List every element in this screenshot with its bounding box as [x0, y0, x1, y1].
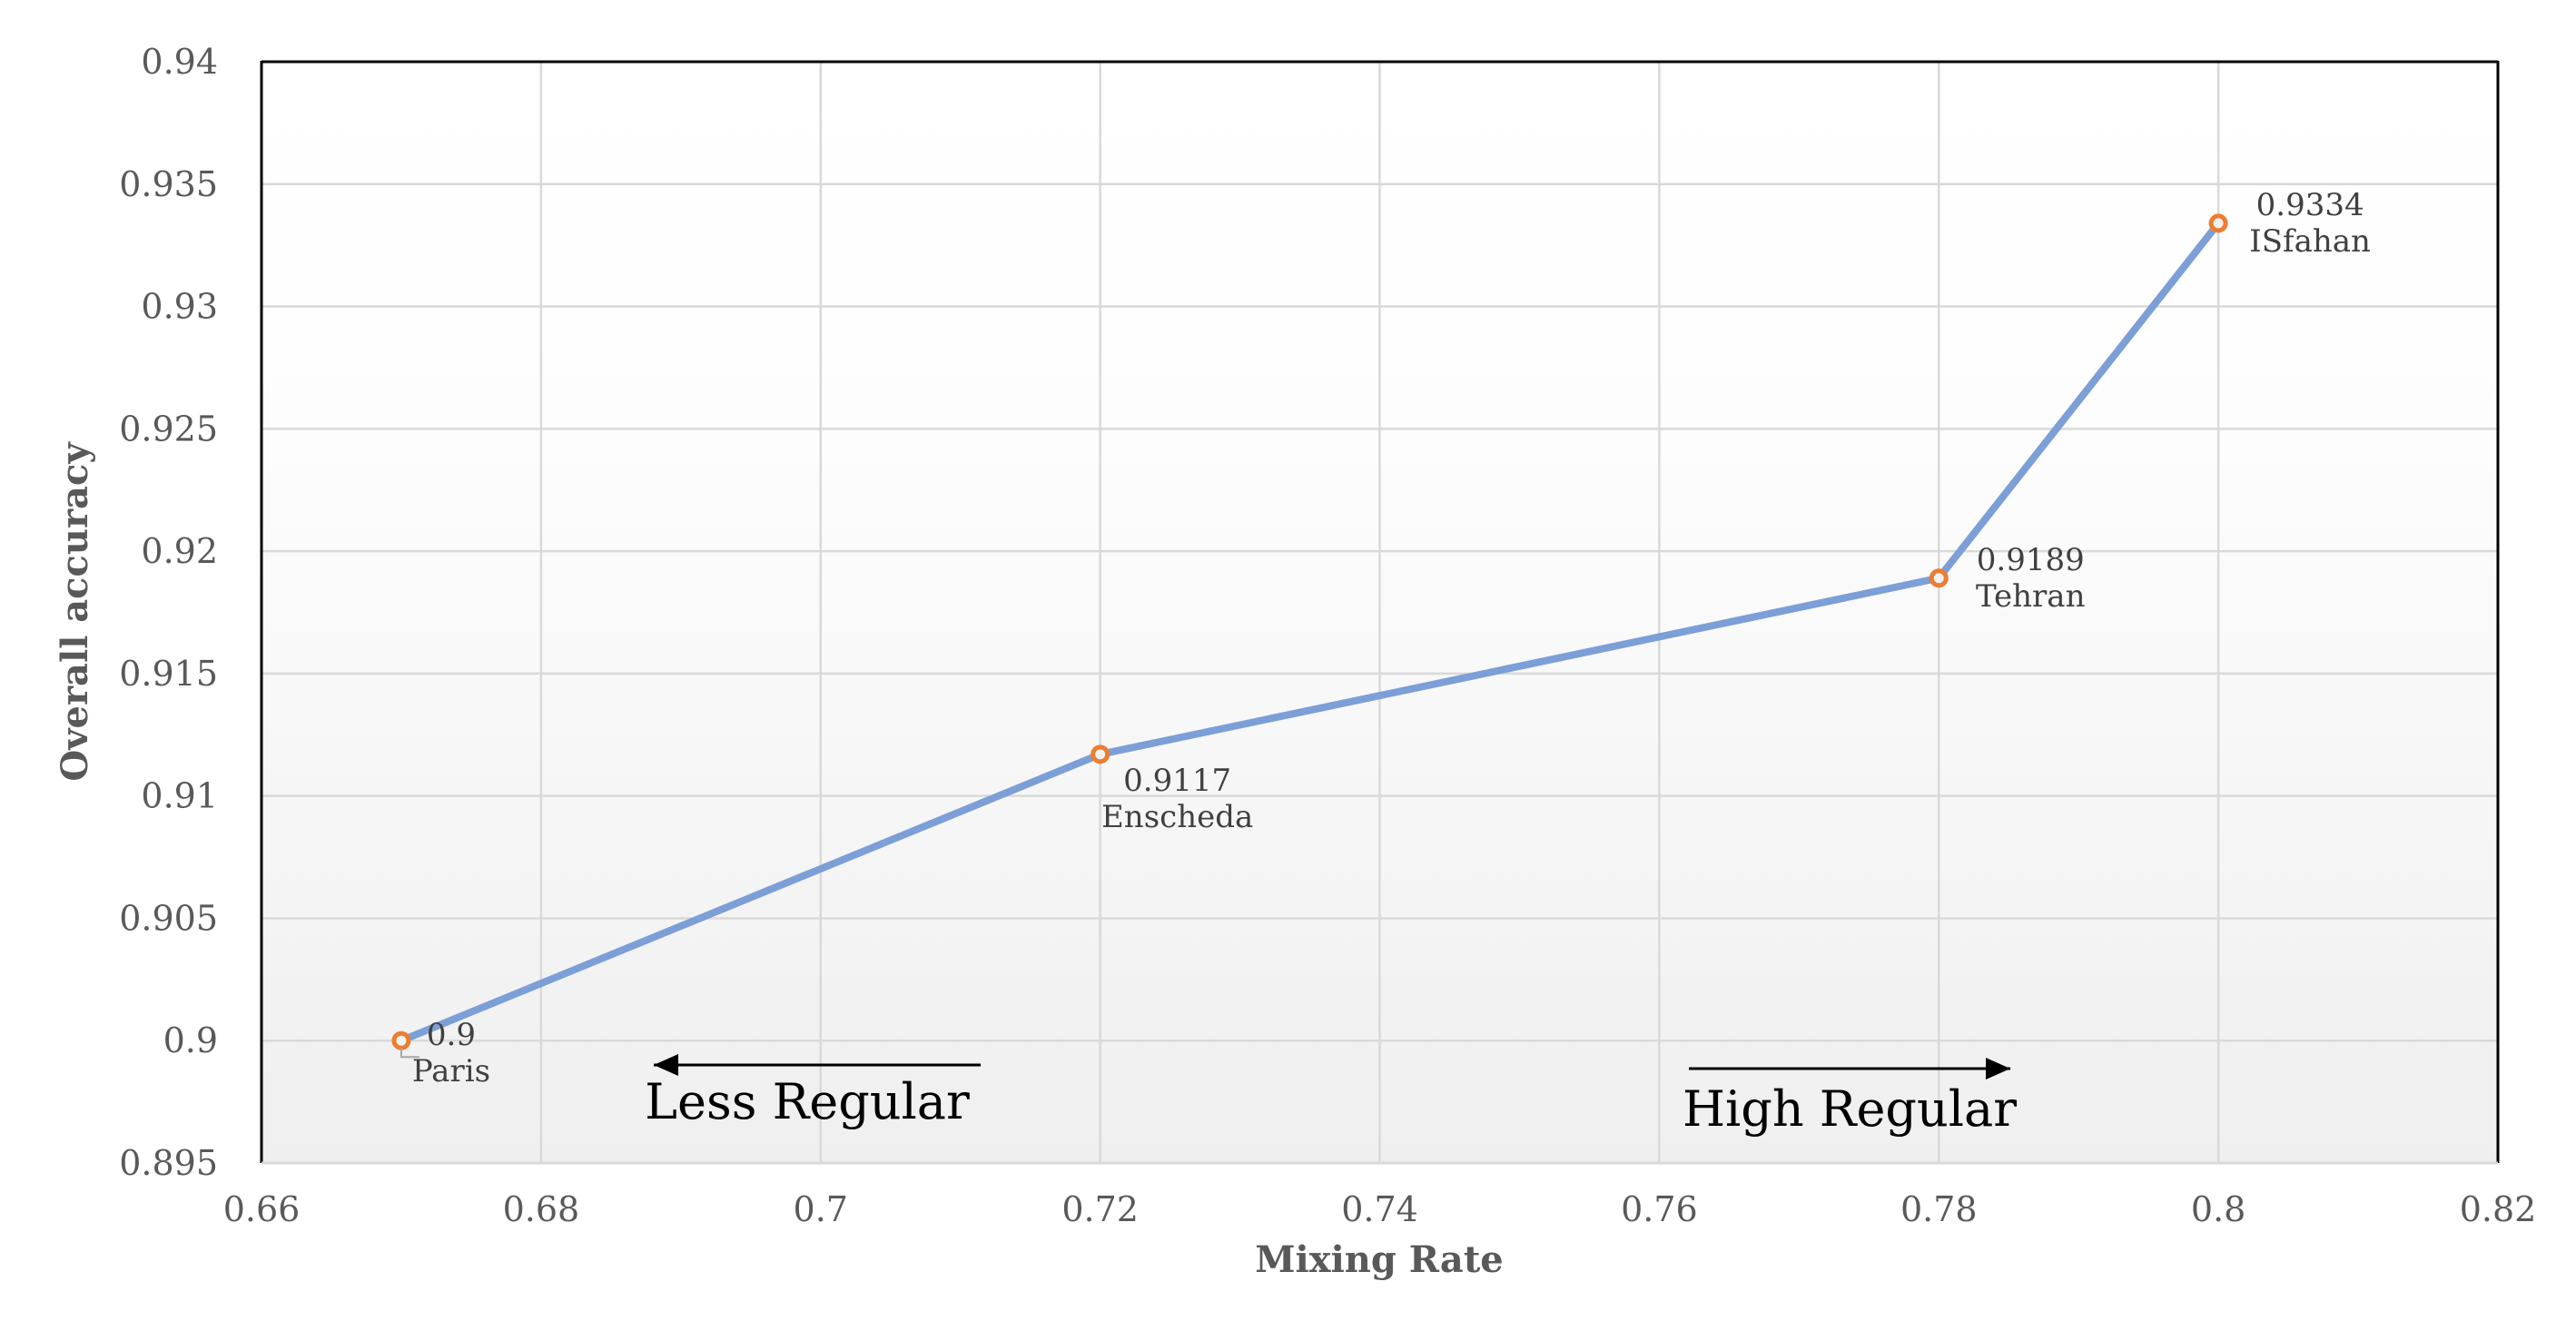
y-tick-label: 0.905	[119, 898, 218, 938]
x-tick-label: 0.66	[223, 1189, 301, 1229]
x-tick-label: 0.78	[1900, 1189, 1978, 1229]
y-tick-label: 0.93	[141, 287, 218, 327]
data-value-label: 0.9	[427, 1017, 476, 1053]
x-tick-label: 0.8	[2191, 1189, 2245, 1229]
data-point-name-label: ISfahan	[2249, 223, 2371, 260]
y-tick-label: 0.935	[119, 164, 218, 204]
label-leader-line	[400, 1048, 419, 1059]
y-tick-label: 0.94	[141, 42, 218, 82]
y-axis-title: Overall accuracy	[54, 441, 96, 782]
data-value-label: 0.9334	[2256, 187, 2364, 223]
axes	[260, 60, 2500, 1165]
data-point-name-label: Enscheda	[1101, 799, 1253, 835]
y-tick-label: 0.895	[119, 1143, 218, 1183]
data-point-name-label: Paris	[412, 1053, 490, 1089]
y-tick-label: 0.9	[163, 1020, 218, 1060]
x-tick-label: 0.68	[503, 1189, 580, 1229]
data-point-marker	[2208, 213, 2228, 233]
x-tick-label: 0.7	[794, 1189, 848, 1229]
data-value-label: 0.9117	[1123, 763, 1231, 799]
data-point-marker	[391, 1030, 411, 1050]
grid-lines	[262, 60, 2498, 1163]
tick-labels: 0.66 0.68 0.7 0.72 0.74 0.76 0.78 0.8 0.82 0.895 0…	[119, 42, 2536, 1229]
data-value-label: 0.9189	[1977, 542, 2085, 578]
x-tick-label: 0.72	[1061, 1189, 1139, 1229]
data-point-name-label: Tehran	[1976, 578, 2085, 615]
data-point-marker	[1091, 744, 1110, 764]
data-point-marker	[1929, 568, 1949, 588]
less-regular-label: Less Regular	[645, 1073, 970, 1130]
annotations: Less Regular High Regular	[645, 1054, 2017, 1138]
x-tick-label: 0.74	[1341, 1189, 1418, 1229]
y-tick-label: 0.92	[141, 531, 218, 571]
x-tick-label: 0.82	[2460, 1189, 2537, 1229]
series-line	[397, 219, 2223, 1045]
x-tick-label: 0.76	[1621, 1189, 1698, 1229]
y-tick-label: 0.915	[119, 654, 218, 694]
y-tick-label: 0.91	[141, 776, 218, 816]
high-regular-label: High Regular	[1683, 1080, 2017, 1138]
y-tick-label: 0.925	[119, 409, 218, 449]
x-axis-title: Mixing Rate	[1255, 1238, 1504, 1281]
